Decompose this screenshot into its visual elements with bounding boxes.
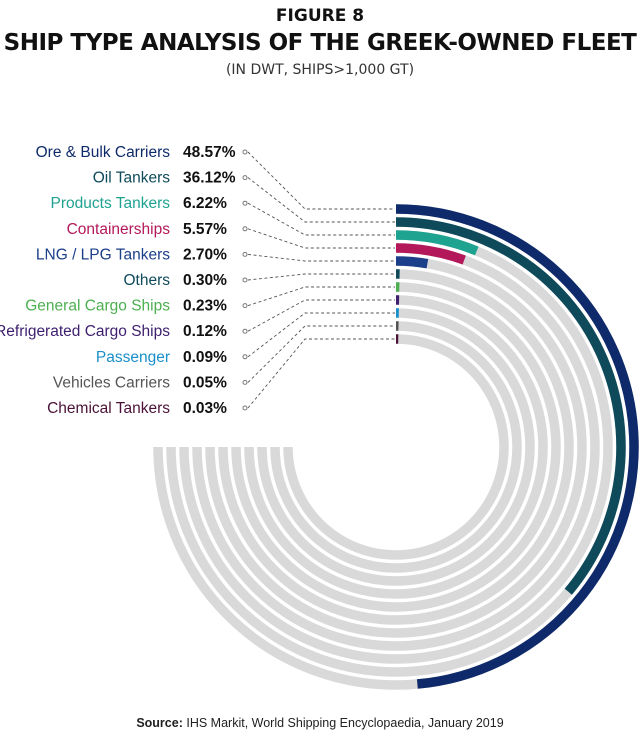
source-note: Source: IHS Markit, World Shipping Encyc… xyxy=(0,716,640,730)
value-containerships: 5.57% xyxy=(183,221,227,238)
value-lng-lpg-tankers: 2.70% xyxy=(183,246,227,263)
value-ore-bulk-carriers: 48.57% xyxy=(183,144,236,161)
label-refrigerated-cargo-ships: Refrigerated Cargo Ships xyxy=(0,323,170,340)
marker-general-cargo-ships xyxy=(242,303,248,309)
value-chemical-tankers: 0.03% xyxy=(183,400,227,417)
label-vehicles-carriers: Vehicles Carriers xyxy=(53,374,170,391)
label-passenger: Passenger xyxy=(96,349,170,366)
source-text: IHS Markit, World Shipping Encyclopaedia… xyxy=(186,716,504,730)
marker-oil-tankers xyxy=(242,175,248,181)
value-products-tankers: 6.22% xyxy=(183,195,227,212)
track-passenger xyxy=(257,308,535,586)
bar-products-tankers xyxy=(395,230,479,256)
label-oil-tankers: Oil Tankers xyxy=(93,170,170,187)
label-others: Others xyxy=(123,272,170,289)
track-containerships xyxy=(192,243,600,651)
marker-products-tankers xyxy=(242,200,248,206)
marker-containerships xyxy=(242,226,248,232)
label-lng-lpg-tankers: LNG / LPG Tankers xyxy=(36,246,170,263)
leader-chemical-tankers xyxy=(247,338,395,409)
leader-others xyxy=(247,273,395,281)
marker-refrigerated-cargo-ships xyxy=(242,328,248,334)
leader-products-tankers xyxy=(247,202,395,236)
track-others xyxy=(218,269,574,625)
marker-passenger xyxy=(242,354,248,360)
leader-ore-bulk-carriers xyxy=(247,151,395,210)
label-containerships: Containerships xyxy=(67,221,171,238)
marker-ore-bulk-carriers xyxy=(242,149,248,155)
legend-labels: Ore & Bulk Carriers 48.57% Oil Tankers 36.1… xyxy=(0,144,248,417)
track-refrigerated-cargo-ships xyxy=(244,295,548,599)
leader-oil-tankers xyxy=(247,177,395,223)
label-products-tankers: Products Tankers xyxy=(51,195,171,212)
label-general-cargo-ships: General Cargo Ships xyxy=(25,298,170,315)
figure-label: FIGURE 8 xyxy=(275,6,365,26)
leader-containerships xyxy=(247,228,395,249)
marker-others xyxy=(242,277,248,283)
track-chemical-tankers xyxy=(283,334,509,560)
leader-general-cargo-ships xyxy=(247,286,395,307)
bar-ore-bulk-carriers xyxy=(395,204,639,689)
value-general-cargo-ships: 0.23% xyxy=(183,298,227,315)
bar-oil-tankers xyxy=(395,217,626,595)
track-vehicles-carriers xyxy=(270,321,522,573)
marker-lng-lpg-tankers xyxy=(242,251,248,257)
label-ore-bulk-carriers: Ore & Bulk Carriers xyxy=(36,144,171,161)
value-vehicles-carriers: 0.05% xyxy=(183,374,227,391)
track-products-tankers xyxy=(179,230,613,664)
value-oil-tankers: 36.12% xyxy=(183,170,236,187)
chart-subtitle: (IN DWT, SHIPS>1,000 GT) xyxy=(225,62,415,78)
ring-bars xyxy=(395,204,639,689)
chart-title: SHIP TYPE ANALYSIS OF THE GREEK-OWNED FL… xyxy=(3,30,637,56)
label-chemical-tankers: Chemical Tankers xyxy=(47,400,170,417)
marker-vehicles-carriers xyxy=(242,379,248,385)
bar-containerships xyxy=(395,243,466,265)
source-prefix: Source: xyxy=(136,716,183,730)
leader-passenger xyxy=(247,312,395,358)
leader-vehicles-carriers xyxy=(247,325,395,383)
leader-lng-lpg-tankers xyxy=(247,253,395,262)
value-others: 0.30% xyxy=(183,272,227,289)
track-general-cargo-ships xyxy=(231,282,561,612)
track-lng-lpg-tankers xyxy=(205,256,587,638)
ring-tracks xyxy=(153,204,639,690)
leader-lines xyxy=(247,151,395,409)
bar-lng-lpg-tankers xyxy=(395,256,429,269)
value-refrigerated-cargo-ships: 0.12% xyxy=(183,323,227,340)
leader-refrigerated-cargo-ships xyxy=(247,299,395,332)
value-passenger: 0.09% xyxy=(183,349,227,366)
marker-chemical-tankers xyxy=(242,405,248,411)
